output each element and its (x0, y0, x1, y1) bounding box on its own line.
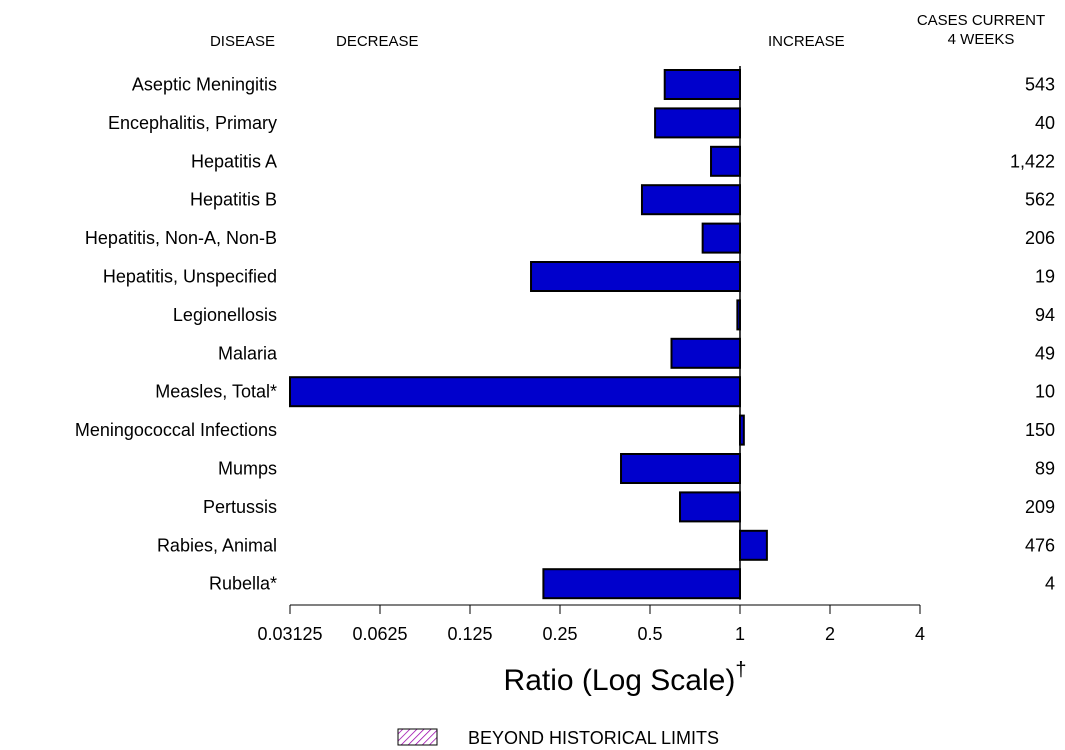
category-label-hepatitis-unspecified: Hepatitis, Unspecified (103, 267, 277, 287)
chart-rows: Aseptic Meningitis 543 Encephalitis, Prima… (75, 75, 1055, 594)
bar-pertussis (679, 491, 741, 523)
header-increase: INCREASE (768, 33, 845, 50)
x-tick-label-2: 2 (825, 624, 835, 644)
bar-rabies-animal (739, 529, 768, 561)
cases-value-hepatitis-a: 1,422 (1010, 151, 1055, 171)
category-label-malaria: Malaria (218, 343, 278, 363)
cases-value-encephalitis-primary: 40 (1035, 113, 1055, 133)
x-axis-title-dagger: † (735, 659, 746, 681)
bar-mumps (620, 453, 742, 484)
x-axis-title-text: Ratio (Log Scale) (504, 664, 736, 697)
category-label-legionellosis: Legionellosis (173, 305, 277, 325)
x-tick-label-4: 4 (915, 624, 925, 644)
cases-value-pertussis: 209 (1025, 497, 1055, 517)
category-label-measles-total: Measles, Total* (155, 382, 277, 402)
category-label-rabies-animal: Rabies, Animal (157, 535, 277, 555)
header-cases-line2: 4 WEEKS (948, 31, 1015, 48)
cases-value-hepatitis-unspecified: 19 (1035, 267, 1055, 287)
x-axis: 0.03125 0.0625 0.125 0.25 0.5 1 2 4 (257, 604, 925, 644)
bar-hepatitis-b (640, 184, 741, 216)
header-disease: DISEASE (210, 33, 275, 50)
category-label-hepatitis-a: Hepatitis A (191, 151, 277, 171)
category-label-aseptic-meningitis: Aseptic Meningitis (132, 75, 277, 95)
legend-label: BEYOND HISTORICAL LIMITS (468, 728, 719, 748)
bar-malaria (670, 337, 742, 369)
bar-measles-total (289, 376, 741, 408)
category-label-pertussis: Pertussis (203, 497, 277, 517)
bar-rubella (542, 568, 741, 600)
x-tick-label-0-03125: 0.03125 (257, 624, 322, 644)
x-axis-title: Ratio (Log Scale)† (504, 659, 747, 697)
cases-value-hepatitis-b: 562 (1025, 190, 1055, 210)
cases-value-legionellosis: 94 (1035, 305, 1055, 325)
bar-hepatitis-a (710, 145, 742, 177)
cases-value-rabies-animal: 476 (1025, 535, 1055, 555)
x-tick-label-1: 1 (735, 624, 745, 644)
cases-value-malaria: 49 (1035, 343, 1055, 363)
chart-bars (289, 66, 768, 600)
category-label-hepatitis-b: Hepatitis B (190, 190, 277, 210)
x-tick-label-0-0625: 0.0625 (352, 624, 407, 644)
legend-swatch (397, 728, 438, 746)
x-tick-label-0-125: 0.125 (447, 624, 492, 644)
category-label-rubella: Rubella* (209, 574, 277, 594)
cases-value-hepatitis-non-a-non-b: 206 (1025, 228, 1055, 248)
category-label-encephalitis-primary: Encephalitis, Primary (108, 113, 277, 133)
cases-value-aseptic-meningitis: 543 (1025, 75, 1055, 95)
header-cases-line1: CASES CURRENT (917, 12, 1045, 29)
category-label-hepatitis-non-a-non-b: Hepatitis, Non-A, Non-B (85, 228, 277, 248)
category-label-meningococcal-infections: Meningococcal Infections (75, 420, 277, 440)
bar-hepatitis-unspecified (530, 261, 742, 292)
cases-value-meningococcal-infections: 150 (1025, 420, 1055, 440)
cases-value-rubella: 4 (1045, 574, 1055, 594)
header-decrease: DECREASE (336, 33, 419, 50)
cases-value-mumps: 89 (1035, 459, 1055, 479)
bar-aseptic-meningitis (663, 69, 742, 100)
bar-encephalitis-primary (654, 107, 742, 139)
x-tick-label-0-25: 0.25 (542, 624, 577, 644)
x-tick-label-0-5: 0.5 (637, 624, 662, 644)
category-label-mumps: Mumps (218, 459, 277, 479)
bar-hepatitis-non-a-non-b (701, 222, 741, 254)
cases-value-measles-total: 10 (1035, 382, 1055, 402)
